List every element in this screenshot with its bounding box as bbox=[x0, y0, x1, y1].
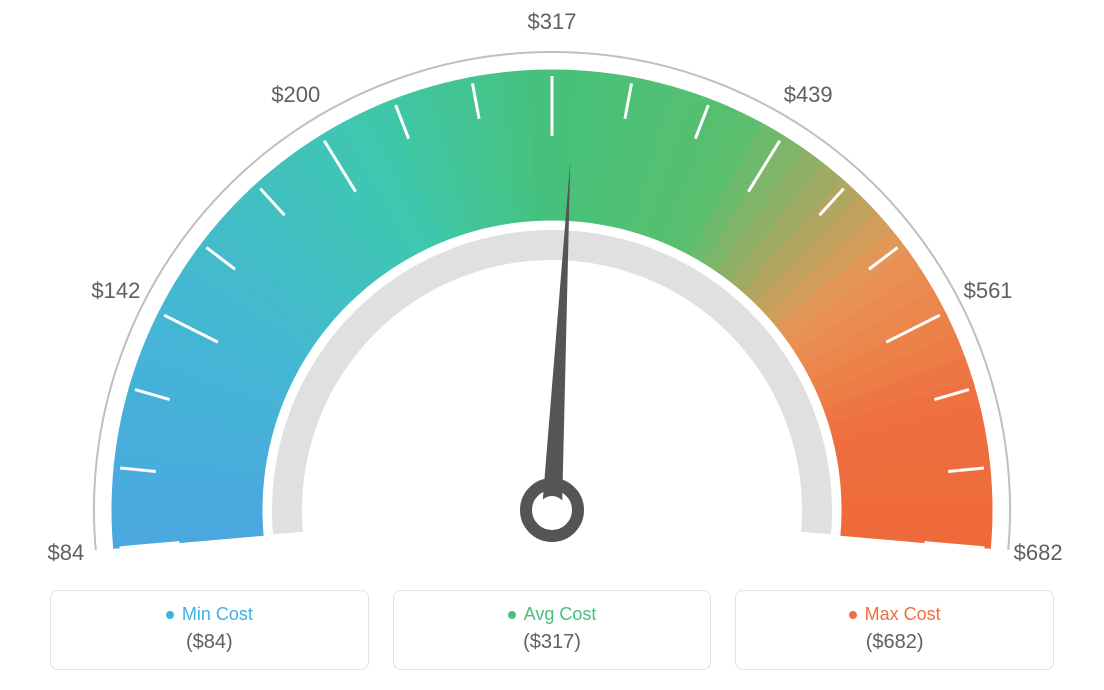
legend-card-max: Max Cost ($682) bbox=[735, 590, 1054, 670]
legend-top-min: Min Cost bbox=[166, 604, 253, 625]
legend-card-avg: Avg Cost ($317) bbox=[393, 590, 712, 670]
gauge-tick-label: $682 bbox=[1014, 540, 1063, 566]
gauge-tick-label: $142 bbox=[91, 278, 140, 304]
gauge-tick-label: $317 bbox=[528, 9, 577, 35]
dot-max bbox=[849, 611, 857, 619]
legend-value-min: ($84) bbox=[186, 631, 233, 654]
gauge-tick-label: $439 bbox=[784, 82, 833, 108]
legend-label-min: Min Cost bbox=[182, 604, 253, 625]
gauge-tick-label: $200 bbox=[271, 82, 320, 108]
gauge-tick-label: $84 bbox=[47, 540, 84, 566]
legend-card-min: Min Cost ($84) bbox=[50, 590, 369, 670]
gauge-svg bbox=[0, 0, 1104, 560]
legend-label-avg: Avg Cost bbox=[524, 604, 597, 625]
legend-top-avg: Avg Cost bbox=[508, 604, 597, 625]
dot-avg bbox=[508, 611, 516, 619]
legend-top-max: Max Cost bbox=[849, 604, 941, 625]
gauge-tick-label: $561 bbox=[964, 278, 1013, 304]
legend-value-avg: ($317) bbox=[523, 631, 581, 654]
gauge-chart: $84$142$200$317$439$561$682 bbox=[0, 0, 1104, 560]
legend-value-max: ($682) bbox=[866, 631, 924, 654]
legend-label-max: Max Cost bbox=[865, 604, 941, 625]
legend-row: Min Cost ($84) Avg Cost ($317) Max Cost … bbox=[50, 590, 1054, 670]
dot-min bbox=[166, 611, 174, 619]
